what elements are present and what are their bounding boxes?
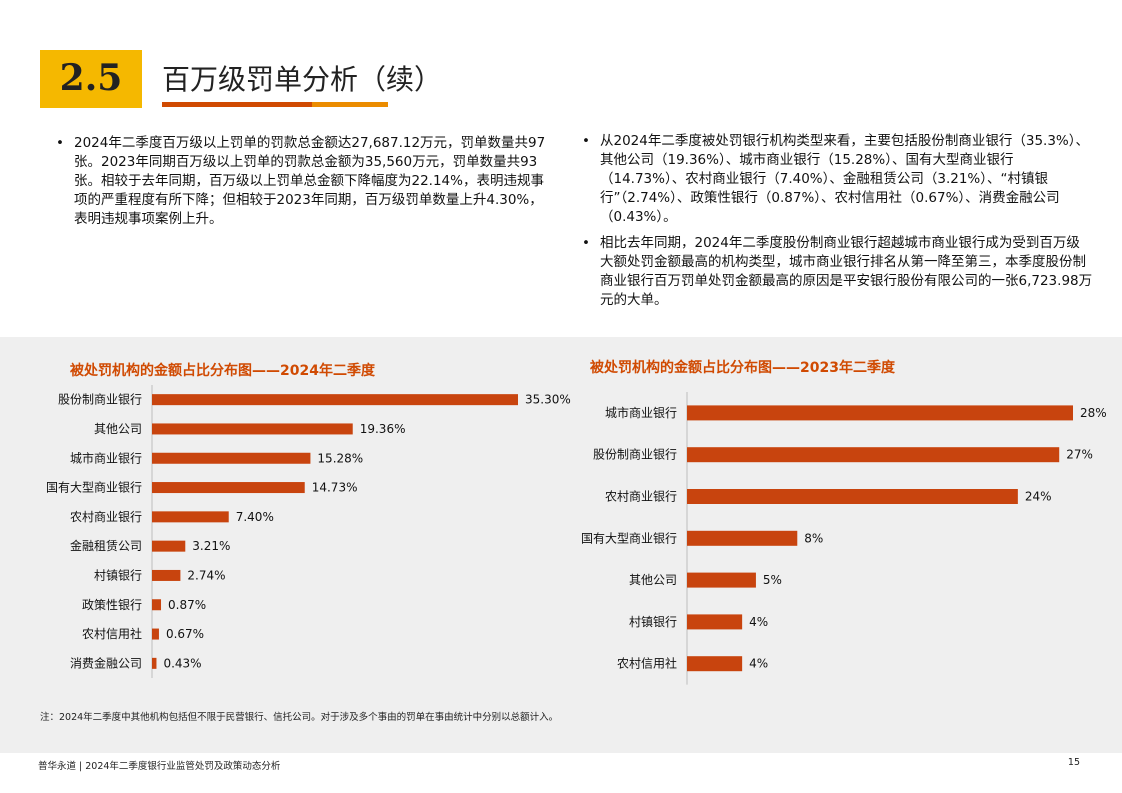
category-label: 国有大型商业银行 (46, 480, 142, 495)
data-label: 2.74% (187, 568, 225, 582)
page-title: 百万级罚单分析（续） (162, 63, 443, 96)
data-label: 0.87% (168, 598, 206, 612)
data-label: 3.21% (192, 539, 230, 553)
chart-2024-q2: 股份制商业银行 35.30% 其他公司 19.36% 城市商业银行 15.28% 国有大型商… (46, 385, 571, 678)
data-label: 4% (749, 615, 768, 629)
category-label: 城市商业银行 (70, 450, 142, 465)
category-label: 村镇银行 (94, 568, 142, 582)
bullet-item: 从2024年二季度被处罚银行机构类型来看，主要包括股份制商业银行（35.3%）、… (578, 132, 1093, 227)
data-label: 28% (1080, 406, 1107, 420)
bar (687, 572, 756, 588)
category-label: 城市商业银行 (605, 405, 677, 420)
page-number: 15 (1067, 757, 1080, 768)
category-label: 金融租赁公司 (70, 538, 142, 553)
category-label: 农村商业银行 (605, 489, 677, 504)
data-label: 14.73% (312, 481, 358, 495)
data-label: 8% (804, 531, 823, 545)
footnote: 注：2024年二季度中其他机构包括但不限于民营银行、信托公司。对于涉及多个事由的… (40, 712, 559, 723)
category-label: 农村信用社 (82, 626, 142, 641)
data-label: 27% (1066, 448, 1093, 462)
bar (152, 394, 518, 406)
data-label: 7.40% (236, 510, 274, 524)
bullet-item: 2024年二季度百万级以上罚单的罚款总金额达27,687.12万元，罚单数量共9… (52, 134, 552, 229)
category-label: 政策性银行 (82, 598, 142, 612)
title-underline-segment-light (312, 102, 388, 107)
data-label: 0.43% (163, 656, 201, 670)
bar (152, 657, 157, 669)
bar (687, 530, 798, 546)
title-underline-segment-dark (162, 102, 312, 107)
data-label: 19.36% (360, 422, 406, 436)
data-label: 4% (749, 657, 768, 671)
bar (152, 540, 186, 552)
right-bullet-list: 从2024年二季度被处罚银行机构类型来看，主要包括股份制商业银行（35.3%）、… (578, 132, 1093, 317)
section-number-badge: 2.5 (40, 50, 142, 108)
bar (687, 489, 1018, 504)
bar (152, 511, 229, 523)
category-label: 村镇银行 (629, 615, 677, 629)
chart-2024-title: 被处罚机构的金额占比分布图——2024年二季度 (70, 363, 375, 379)
title-underline (162, 102, 388, 107)
chart-2023-q2: 城市商业银行 28% 股份制商业银行 27% 农村商业银行 24% 国有大型商业银行 8% 其他… (581, 392, 1107, 685)
bar (687, 656, 743, 672)
footer-text: 普华永道 | 2024年二季度银行业监管处罚及政策动态分析 (38, 761, 281, 772)
bar (152, 628, 159, 640)
data-label: 5% (763, 573, 782, 587)
category-label: 消费金融公司 (70, 655, 142, 670)
bar (152, 599, 162, 611)
bar (687, 614, 743, 630)
bar (687, 405, 1073, 421)
data-label: 35.30% (525, 393, 571, 407)
category-label: 国有大型商业银行 (581, 530, 677, 545)
chart-2023-title: 被处罚机构的金额占比分布图——2023年二季度 (590, 360, 895, 376)
data-label: 15.28% (317, 451, 363, 465)
category-label: 其他公司 (629, 573, 677, 587)
category-label: 农村信用社 (617, 656, 677, 671)
bar (152, 482, 305, 494)
category-label: 农村商业银行 (70, 509, 142, 524)
section-number: 2.5 (59, 57, 123, 99)
left-bullet-list: 2024年二季度百万级以上罚单的罚款总金额达27,687.12万元，罚单数量共9… (52, 134, 552, 236)
bullet-item: 相比去年同期，2024年二季度股份制商业银行超越城市商业银行成为受到百万级大额处… (578, 234, 1093, 310)
bar (152, 452, 311, 464)
category-label: 股份制商业银行 (58, 392, 142, 407)
data-label: 0.67% (166, 627, 204, 641)
category-label: 股份制商业银行 (593, 447, 677, 462)
data-label: 24% (1025, 490, 1052, 504)
bar (152, 423, 353, 435)
bar (687, 447, 1060, 463)
bar (152, 569, 181, 581)
category-label: 其他公司 (94, 422, 142, 436)
